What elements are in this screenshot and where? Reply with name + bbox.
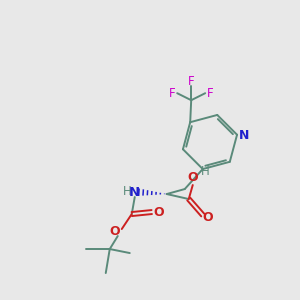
Text: H: H <box>122 184 131 197</box>
Text: H: H <box>200 164 209 178</box>
Text: N: N <box>129 185 140 199</box>
Text: N: N <box>239 129 249 142</box>
Text: O: O <box>188 170 198 184</box>
Text: O: O <box>110 224 120 238</box>
Text: F: F <box>207 87 214 100</box>
Text: O: O <box>202 211 213 224</box>
Text: F: F <box>169 87 175 100</box>
Text: F: F <box>188 75 194 88</box>
Text: O: O <box>153 206 164 218</box>
